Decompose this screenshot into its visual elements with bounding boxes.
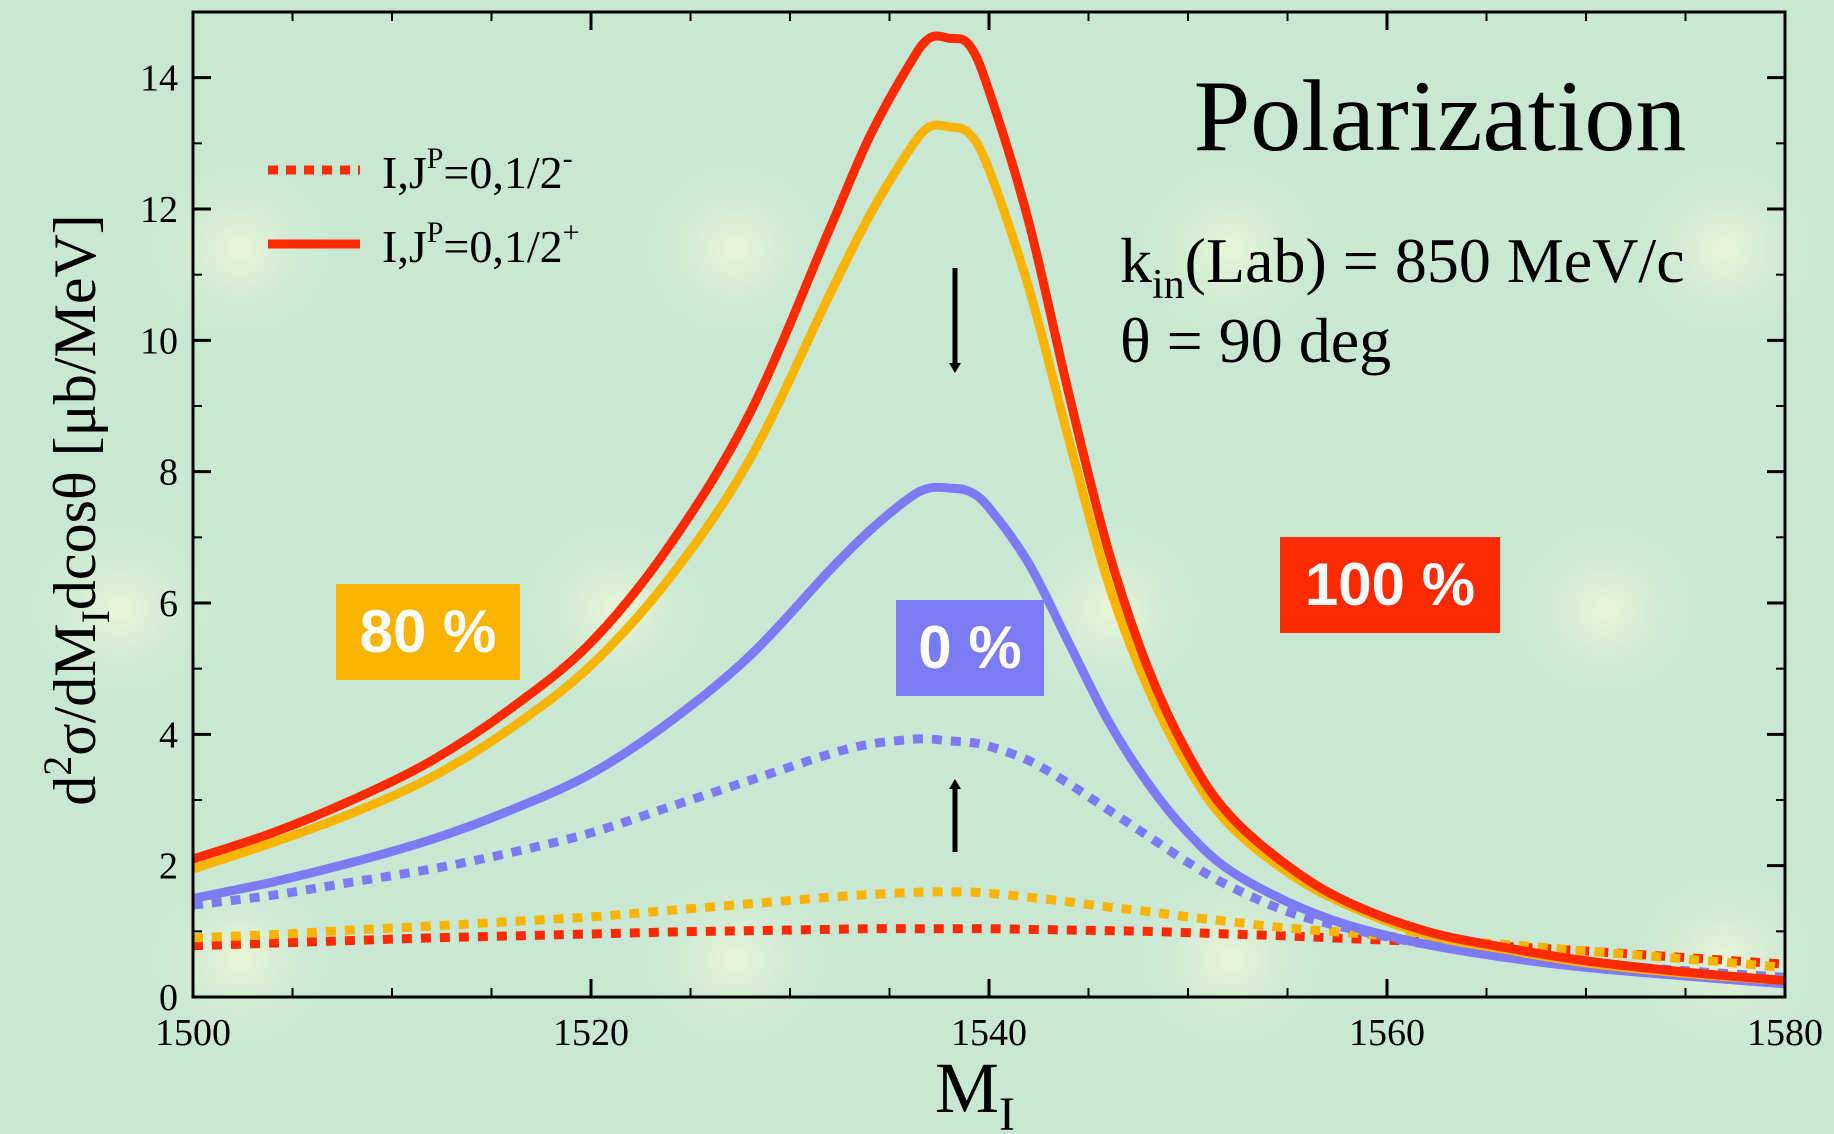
- background-pattern: [10, 145, 1834, 1065]
- angle-label: θ = 90 deg: [1120, 305, 1391, 376]
- x-tick-label: 1540: [951, 1012, 1027, 1054]
- series-line-dotted-3: [192, 734, 1786, 982]
- background-glow: [1615, 145, 1834, 355]
- background-glow: [130, 145, 350, 355]
- background-glow: [10, 505, 230, 715]
- label-80-percent: 80 %: [336, 584, 520, 680]
- legend: I,JP=0,1/2- I,JP=0,1/2+: [268, 142, 580, 272]
- x-tick-label: 1560: [1349, 1012, 1425, 1054]
- series-line-solid-2: [192, 482, 1786, 989]
- background-glow: [1000, 505, 1220, 715]
- background-glow: [625, 855, 845, 1065]
- kin-rest: (Lab) = 850 MeV/c: [1185, 225, 1685, 296]
- label-100-percent: 100 %: [1280, 537, 1500, 633]
- legend-entry-solid: I,JP=0,1/2+: [382, 216, 580, 272]
- background-glow: [1120, 855, 1340, 1065]
- background-glow: [1495, 505, 1715, 715]
- background-glow: [1615, 855, 1834, 1065]
- series-line-dotted-5: [192, 924, 1786, 969]
- y-tick-label: 10: [140, 320, 178, 362]
- y-axis-label: d2σ/dMIdcosθ [μb/MeV]: [35, 214, 118, 806]
- y-tick-label: 12: [140, 189, 178, 231]
- background-glow: [625, 145, 845, 355]
- series-line-dotted-4: [192, 887, 1786, 972]
- background-glow: [130, 855, 350, 1065]
- kin-main: k: [1120, 225, 1152, 296]
- y-tick-label: 8: [159, 452, 178, 494]
- x-tick-label: 1580: [1747, 1012, 1823, 1054]
- y-tick-label: 0: [159, 977, 178, 1019]
- y-tick-label: 6: [159, 583, 178, 625]
- y-tick-label: 14: [140, 58, 178, 100]
- y-tick-label: 4: [159, 714, 178, 756]
- background-glow: [1120, 145, 1340, 355]
- series-line-solid-0: [191, 31, 1786, 986]
- kinematics-label: kin(Lab) = 850 MeV/c: [1120, 225, 1685, 308]
- label-0-percent: 0 %: [896, 600, 1044, 696]
- x-tick-label: 1500: [155, 1012, 231, 1054]
- legend-entry-dotted: I,JP=0,1/2-: [382, 142, 573, 198]
- x-axis-label: MI: [935, 1048, 1015, 1134]
- kin-sub: in: [1152, 262, 1185, 308]
- series-layer: [191, 31, 1786, 989]
- tick-labels: 1500 1520 1540 1560 1580 0 2 4 6 8 10 12 14: [140, 58, 1823, 1054]
- x-tick-label: 1520: [553, 1012, 629, 1054]
- y-tick-label: 2: [159, 846, 178, 888]
- chart-title: Polarization: [1194, 60, 1687, 173]
- plot-frame: [191, 10, 1787, 999]
